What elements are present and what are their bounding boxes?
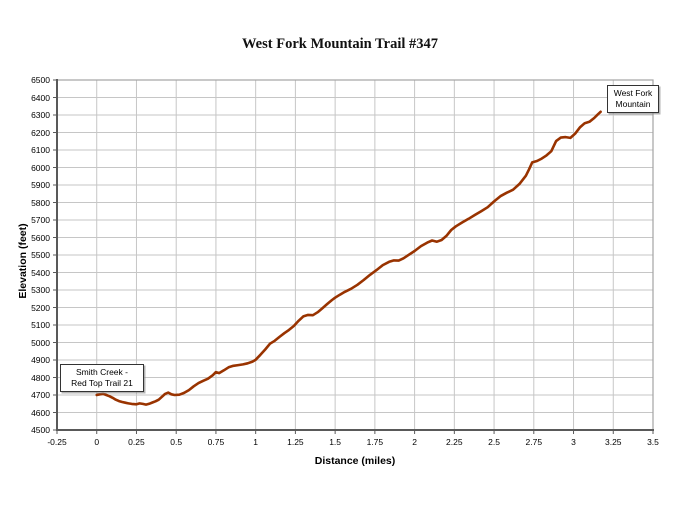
y-tick-label: 4800 <box>31 372 50 383</box>
annotation-west-fork-line2: Mountain <box>615 99 651 109</box>
x-tick-label: 1.75 <box>366 437 384 447</box>
y-axis-title: Elevation (feet) <box>17 223 29 299</box>
y-tick-label: 6100 <box>31 145 50 155</box>
x-tick-label: 0 <box>94 437 100 447</box>
y-tick-label: 5600 <box>31 232 50 243</box>
y-tick-label: 4500 <box>31 425 50 435</box>
x-tick-label: 2.25 <box>446 437 463 447</box>
x-tick-label: 3 <box>571 437 576 447</box>
y-tick-label: 6400 <box>31 92 50 103</box>
y-tick-label: 6500 <box>31 75 50 85</box>
y-tick-label: 5700 <box>31 215 50 225</box>
x-tick-label: 2.75 <box>525 437 543 447</box>
x-tick-label: 0.75 <box>207 437 225 447</box>
x-tick-label: 1.25 <box>287 437 304 447</box>
y-tick-label: 4700 <box>31 390 50 400</box>
annotation-smith-creek: Smith Creek - Red Top Trail 21 <box>60 364 144 392</box>
elevation-line-series <box>95 110 602 406</box>
y-tick-label: 5200 <box>31 302 50 313</box>
y-tick-label: 5000 <box>31 337 50 348</box>
y-tick-label: 5300 <box>31 285 50 295</box>
x-tick-label: 2.5 <box>488 437 500 447</box>
y-tick-label: 5100 <box>31 320 50 330</box>
y-tick-label: 5900 <box>31 180 50 190</box>
y-tick-label: 4900 <box>31 355 50 365</box>
x-axis-title: Distance (miles) <box>314 455 396 467</box>
y-tick-label: 6000 <box>31 162 50 173</box>
x-tick-label: 0.25 <box>128 437 145 447</box>
x-tick-label: 1.5 <box>329 437 342 447</box>
x-tick-label: 1 <box>253 437 259 447</box>
x-tick-label: 3.25 <box>604 437 622 447</box>
chart-title: West Fork Mountain Trail #347 <box>241 36 439 52</box>
x-tick-label: 0.5 <box>170 437 183 447</box>
x-tick-label: -0.25 <box>47 437 67 447</box>
y-tick-label: 5500 <box>31 250 50 260</box>
annotation-smith-creek-line2: Red Top Trail 21 <box>71 378 133 388</box>
y-tick-label: 6200 <box>31 127 50 138</box>
annotation-west-fork-line1: West Fork <box>613 88 653 98</box>
y-tick-label: 5400 <box>31 267 50 278</box>
x-tick-label: 3.5 <box>647 437 659 447</box>
y-tick-label: 5800 <box>31 197 50 208</box>
x-tick-label: 2 <box>412 437 417 447</box>
y-tick-label: 6300 <box>31 110 50 120</box>
annotation-smith-creek-line1: Smith Creek - <box>76 367 128 377</box>
y-tick-label: 4600 <box>31 407 50 418</box>
annotation-west-fork: West Fork Mountain <box>607 85 659 113</box>
